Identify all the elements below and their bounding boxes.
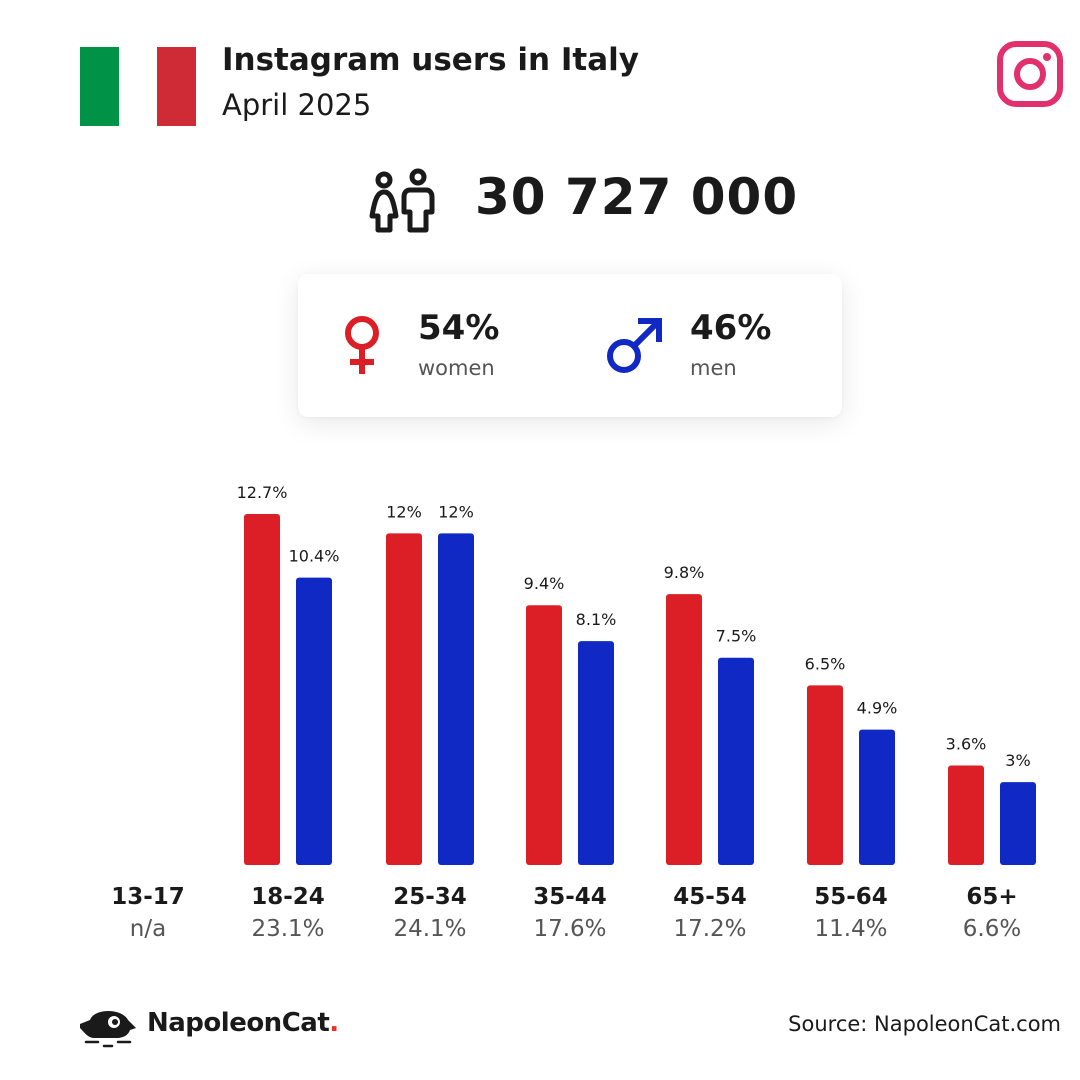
source-credit: Source: NapoleonCat.com — [788, 1012, 1061, 1036]
bar-35-44-series-1 — [578, 641, 614, 865]
age-category-label: 25-34 — [393, 884, 467, 910]
total-users-value: 30 727 000 — [475, 168, 799, 226]
age-share-label: 17.2% — [673, 916, 747, 942]
age-category-label: 55-64 — [814, 884, 888, 910]
bar-value-label: 4.9% — [857, 699, 898, 718]
male-percent: 46% — [690, 308, 772, 348]
age-category-label: 65+ — [966, 884, 1018, 910]
male-label: men — [690, 356, 737, 380]
female-percent: 54% — [418, 308, 500, 348]
gender-split-card: 54% women 46% men — [298, 274, 842, 417]
bar-55-64-series-1 — [859, 729, 895, 865]
bar-value-label: 12% — [438, 502, 474, 521]
age-share-label: 24.1% — [393, 916, 467, 942]
bar-45-54-series-0 — [666, 594, 702, 865]
italy-flag-icon — [80, 47, 197, 126]
age-category-label: 45-54 — [673, 884, 747, 910]
age-share-label: n/a — [129, 916, 167, 942]
age-share-label: 23.1% — [251, 916, 325, 942]
flag-stripe-white — [118, 47, 158, 126]
bar-25-34-series-0 — [386, 533, 422, 865]
bar-value-label: 12% — [386, 502, 422, 521]
flag-stripe-red — [157, 47, 197, 126]
bar-value-label: 7.5% — [716, 627, 757, 646]
bar-value-label: 8.1% — [576, 610, 617, 629]
bar-55-64-series-0 — [807, 685, 843, 865]
age-share-label: 11.4% — [814, 916, 888, 942]
male-icon — [607, 318, 662, 373]
bar-65+-series-0 — [948, 765, 984, 865]
female-icon — [345, 316, 379, 374]
page-title: Instagram users in Italy — [222, 42, 639, 78]
bar-value-label: 12.7% — [237, 483, 288, 502]
age-share-label: 17.6% — [533, 916, 607, 942]
age-gender-bar-chart: 12.7% 10.4% 12% 12% 9.4% 8.1% 9.8% 7.5% 6.5% 4.9%… — [237, 483, 1036, 865]
flag-stripe-green — [80, 47, 119, 126]
napoleoncat-logo-icon — [80, 1011, 136, 1048]
age-category-label: 35-44 — [533, 884, 607, 910]
bar-25-34-series-1 — [438, 533, 474, 865]
age-share-label: 6.6% — [962, 916, 1022, 942]
bar-18-24-series-1 — [296, 577, 332, 865]
bar-18-24-series-0 — [244, 514, 280, 865]
instagram-icon — [997, 41, 1063, 107]
bar-value-label: 9.4% — [524, 574, 565, 593]
brand-name-text: NapoleonCat — [147, 1008, 330, 1038]
age-category-label: 18-24 — [251, 884, 325, 910]
age-category-label: 13-17 — [111, 884, 185, 910]
bar-35-44-series-0 — [526, 605, 562, 865]
bar-value-label: 10.4% — [289, 547, 340, 566]
female-label: women — [418, 356, 495, 380]
page-subtitle: April 2025 — [222, 88, 372, 122]
people-icon — [369, 168, 435, 233]
brand-name-dot: . — [329, 1008, 339, 1038]
bar-value-label: 3.6% — [946, 735, 987, 754]
bar-45-54-series-1 — [718, 657, 754, 865]
brand-name: NapoleonCat. — [147, 1008, 339, 1038]
bar-value-label: 6.5% — [805, 654, 846, 673]
bar-65+-series-1 — [1000, 782, 1036, 865]
bar-value-label: 3% — [1005, 751, 1030, 770]
bar-value-label: 9.8% — [664, 563, 705, 582]
